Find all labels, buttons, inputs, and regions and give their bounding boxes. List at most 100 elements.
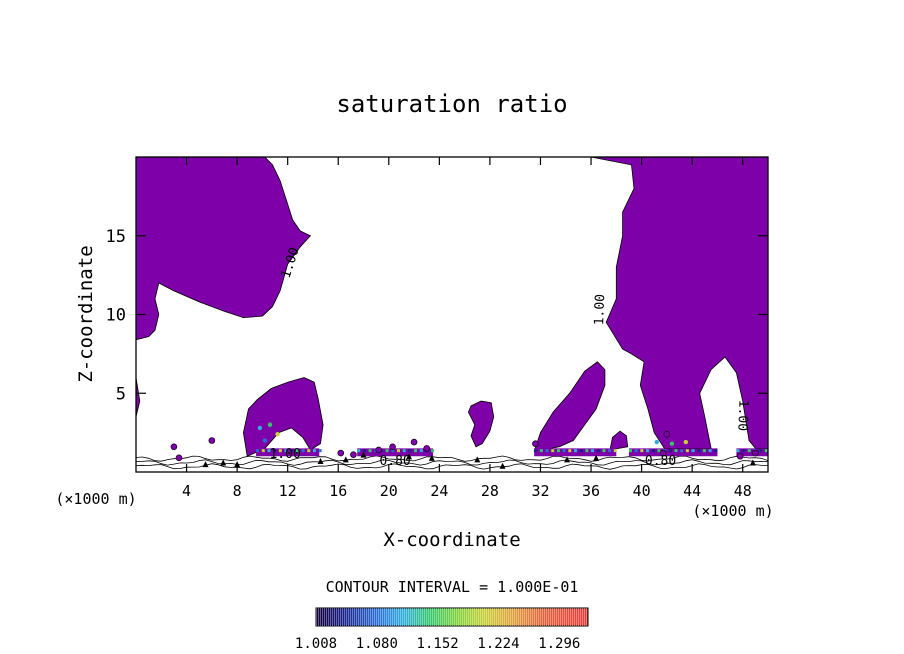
- contour-label: 1.00: [734, 400, 750, 432]
- surface-contour-line: [135, 463, 768, 470]
- surface-speckle: [534, 449, 538, 453]
- region-upper-left: [135, 156, 312, 417]
- region-right-low-cloud: [533, 361, 606, 453]
- region-right-small-cloud: [609, 430, 629, 451]
- surface-speckle: [362, 449, 366, 453]
- surface-speckle: [764, 449, 768, 453]
- surface-speckle: [267, 449, 271, 453]
- y-tick-label: 15: [106, 227, 126, 247]
- cloud-core-speckle: [267, 422, 273, 427]
- cloud-dot: [752, 449, 759, 457]
- surface-marker: [220, 459, 227, 466]
- x-tick-label: 8: [233, 482, 242, 500]
- x-tick-label: 4: [182, 482, 191, 500]
- x-tick-label: 40: [633, 482, 651, 500]
- surface-contour-layer: [135, 422, 769, 470]
- cloud-dot: [375, 446, 382, 454]
- contour-interval-label: CONTOUR INTERVAL = 1.000E-01: [326, 578, 579, 596]
- x-tick-label: 36: [582, 482, 600, 500]
- x-tick-label: 20: [380, 482, 398, 500]
- surface-speckle: [742, 449, 746, 453]
- surface-marker: [406, 453, 413, 460]
- surface-speckle: [368, 449, 372, 453]
- x-tick-label: 44: [683, 482, 701, 500]
- surface-speckle: [402, 449, 406, 453]
- surface-speckle: [295, 449, 299, 453]
- surface-speckle: [680, 449, 684, 453]
- cloud-core-speckle: [683, 439, 689, 445]
- chart-title: saturation ratio: [336, 90, 567, 118]
- surface-speckle: [261, 449, 265, 453]
- x-unit-label-left: (×1000 m): [55, 490, 136, 508]
- cloud-dot: [337, 449, 345, 457]
- surface-speckle: [419, 449, 423, 453]
- surface-speckle: [668, 449, 672, 453]
- surface-speckle: [759, 449, 763, 453]
- surface-marker: [564, 456, 571, 463]
- colorbar: [315, 607, 589, 627]
- cloud-dot: [208, 437, 216, 444]
- cloud-core-speckle: [275, 432, 280, 437]
- surface-cloud-band: [534, 448, 617, 457]
- x-tick-label: 32: [531, 482, 549, 500]
- surface-speckle: [284, 449, 288, 453]
- colorbar-tick-label: 1.152: [417, 636, 459, 652]
- surface-contour-line: [135, 459, 769, 466]
- surface-speckle: [397, 449, 401, 453]
- surface-marker: [360, 451, 367, 458]
- region-left-low-cloud: [242, 377, 324, 457]
- supersaturated-regions: [135, 156, 769, 457]
- contour-label: 0.80: [379, 454, 410, 469]
- cloud-dot: [736, 452, 744, 460]
- x-tick-label: 28: [481, 482, 499, 500]
- surface-speckle: [640, 449, 644, 453]
- surface-speckle: [391, 449, 395, 453]
- surface-speckle: [551, 449, 555, 453]
- cloud-dot: [389, 443, 396, 451]
- surface-speckle: [691, 449, 695, 453]
- surface-speckle: [736, 449, 740, 453]
- surface-speckle: [634, 449, 638, 453]
- region-mid-thin-cloud: [467, 400, 495, 448]
- x-tick-label: 12: [279, 482, 297, 500]
- contour-label: 0.80: [645, 454, 676, 469]
- surface-speckle: [596, 449, 600, 453]
- surface-speckle: [613, 449, 617, 453]
- surface-speckle: [602, 449, 606, 453]
- surface-speckle: [539, 449, 543, 453]
- surface-marker: [342, 456, 349, 463]
- surface-speckle: [545, 449, 549, 453]
- surface-speckle: [385, 449, 389, 453]
- surface-speckle: [697, 449, 701, 453]
- surface-speckle: [290, 449, 294, 453]
- surface-speckle: [568, 449, 572, 453]
- surface-speckle: [608, 449, 612, 453]
- surface-speckle: [628, 449, 632, 453]
- cloud-dot: [410, 438, 418, 446]
- surface-speckle: [702, 449, 706, 453]
- surface-speckle: [307, 449, 311, 453]
- surface-cloud-band: [357, 448, 434, 457]
- surface-speckle: [573, 449, 577, 453]
- y-axis-ticks: 5 10 15: [106, 227, 768, 404]
- x-tick-label: 48: [734, 482, 752, 500]
- surface-speckle: [585, 449, 589, 453]
- cloud-core-speckle: [654, 439, 659, 445]
- surface-marker: [317, 457, 324, 464]
- cloud-dot: [532, 440, 539, 447]
- surface-speckle: [318, 449, 322, 453]
- surface-speckle: [312, 449, 316, 453]
- surface-cloud-band: [628, 448, 718, 457]
- surface-speckle: [562, 449, 566, 453]
- surface-speckle: [556, 449, 560, 453]
- surface-speckle: [591, 449, 595, 453]
- surface-speckle: [747, 449, 751, 453]
- x-tick-label: 24: [430, 482, 448, 500]
- surface-cloud-band: [256, 448, 320, 457]
- cloud-dot: [175, 454, 183, 462]
- surface-marker: [474, 456, 481, 463]
- cloud-core-speckle: [669, 441, 675, 446]
- cloud-dot: [350, 451, 357, 458]
- cloud-dot: [663, 430, 671, 438]
